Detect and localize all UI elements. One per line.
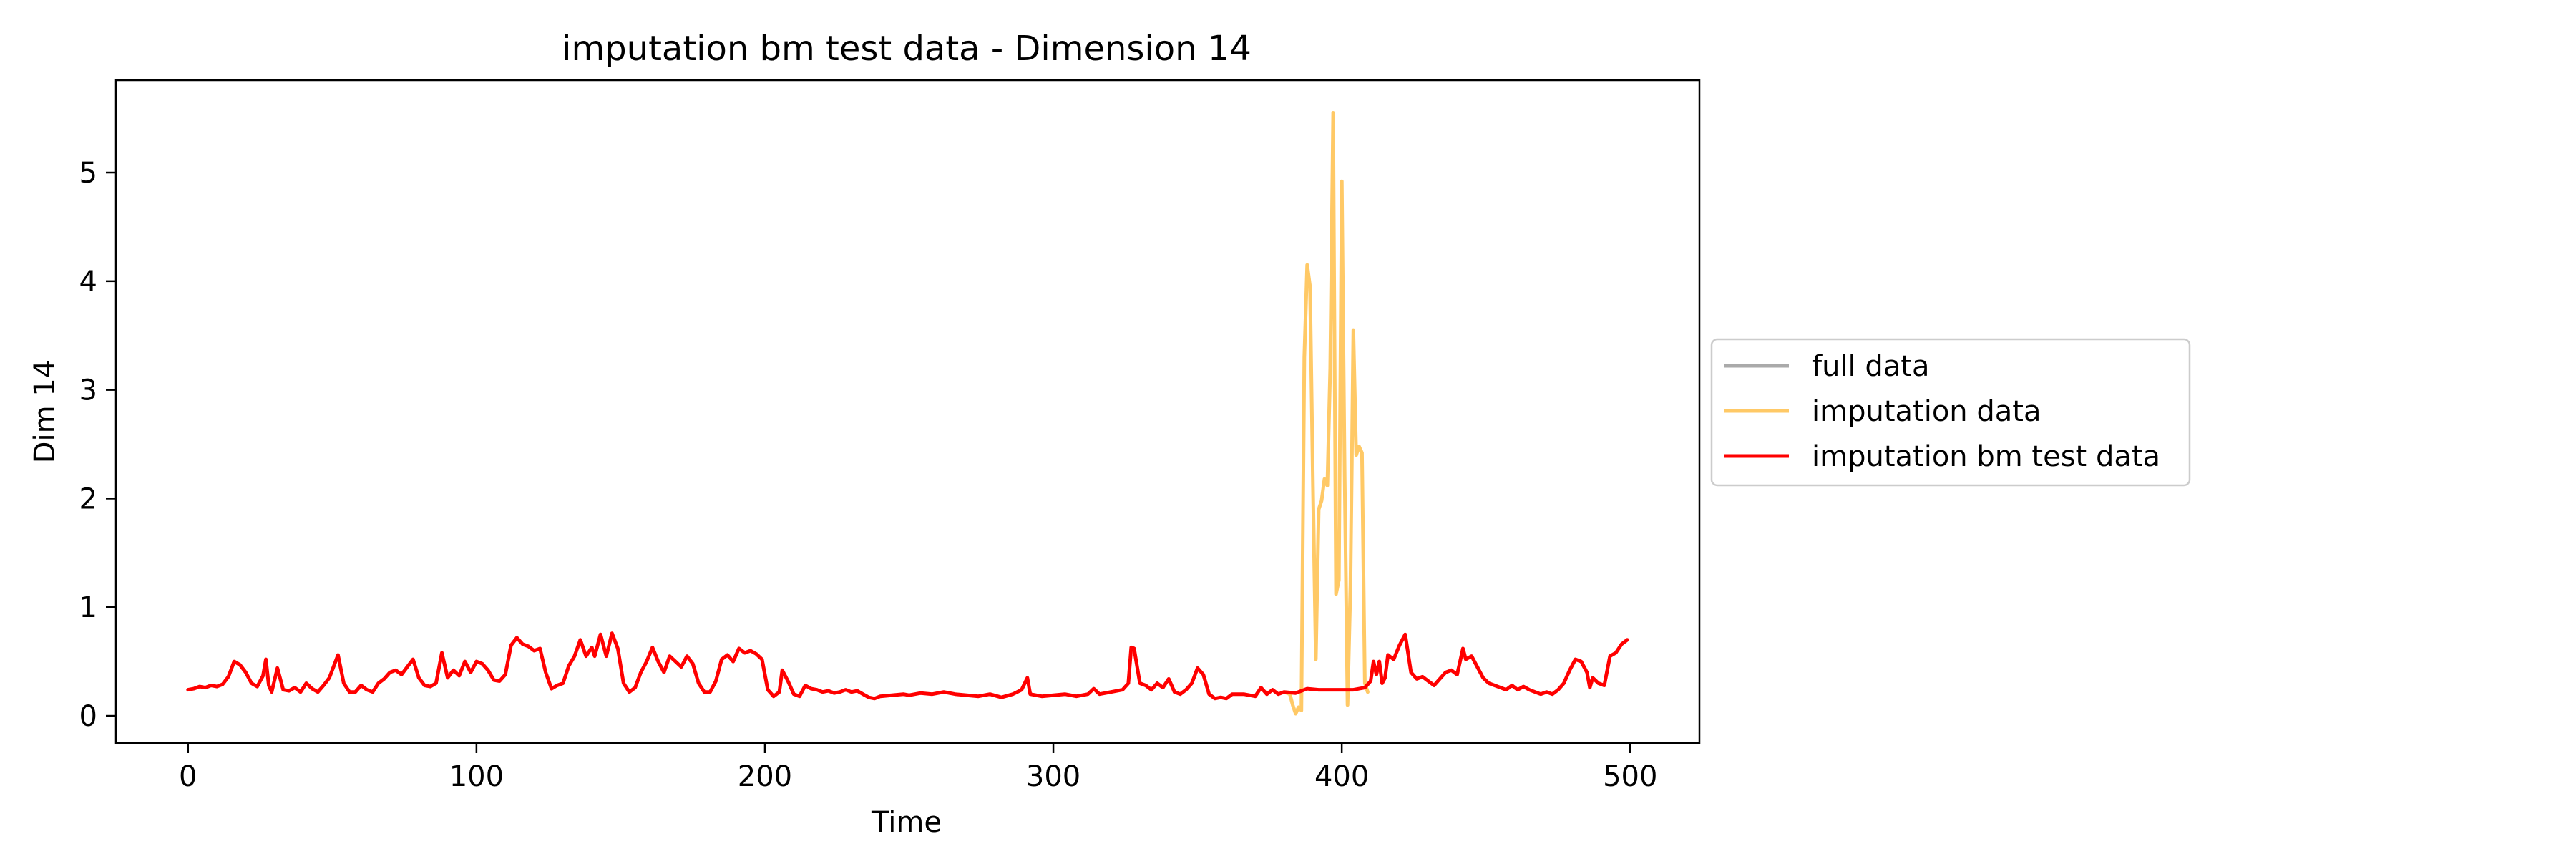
y-axis: 0 1 2 3 4 5 [79, 157, 116, 733]
y-tick-label: 4 [79, 266, 97, 299]
x-axis: 0 100 200 300 400 500 [179, 743, 1657, 793]
y-tick-label: 3 [79, 374, 97, 407]
y-tick-label: 2 [79, 482, 97, 515]
legend-frame [1710, 338, 2191, 487]
y-axis-label: Dim 14 [29, 360, 62, 464]
legend-label: full data [1812, 350, 1929, 383]
x-tick-label: 0 [179, 760, 197, 793]
series-line-imputation-bm-test-data [186, 631, 1629, 701]
y-tick-label: 0 [79, 700, 97, 733]
legend-label: imputation bm test data [1812, 440, 2160, 473]
series-line-imputation-data [1282, 111, 1370, 716]
legend-label: imputation data [1812, 395, 2041, 428]
plot-area [186, 111, 1629, 716]
legend: full data imputation data imputation bm te… [1710, 338, 2191, 487]
y-tick-label: 5 [79, 157, 97, 190]
x-tick-label: 300 [1026, 760, 1080, 793]
x-tick-label: 200 [738, 760, 792, 793]
y-tick-label: 1 [79, 591, 97, 624]
x-axis-label: Time [871, 806, 942, 839]
x-tick-label: 400 [1314, 760, 1369, 793]
x-tick-label: 500 [1603, 760, 1657, 793]
x-tick-label: 100 [449, 760, 504, 793]
axes-frame [114, 79, 1701, 744]
chart-title: imputation bm test data - Dimension 14 [562, 29, 1252, 69]
